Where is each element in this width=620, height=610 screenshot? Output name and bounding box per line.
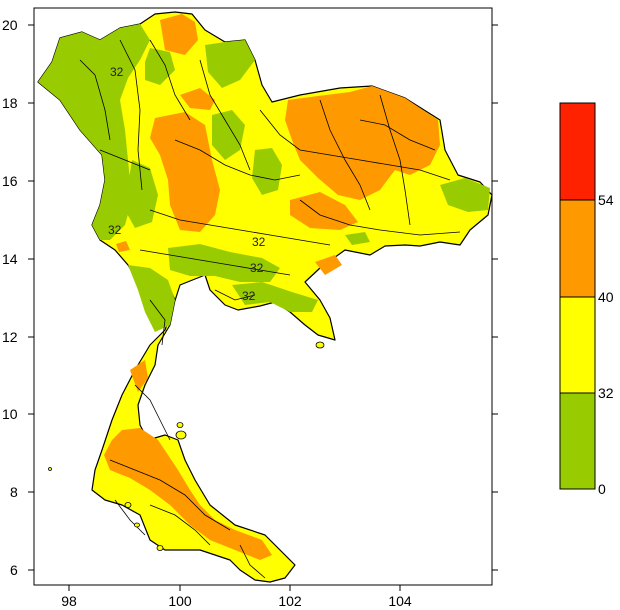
zone-green-center bbox=[252, 148, 282, 195]
zone-green-west-lower bbox=[128, 265, 175, 332]
legend-colorbar bbox=[559, 102, 596, 490]
zone-green-north-upper bbox=[145, 48, 175, 85]
legend-swatch-orange bbox=[559, 199, 596, 298]
legend-label: 32 bbox=[598, 385, 614, 401]
legend-label: 40 bbox=[598, 289, 614, 305]
legend-labels: 54 40 32 0 bbox=[598, 192, 614, 497]
x-tick-label: 98 bbox=[61, 593, 77, 609]
y-tick-label: 20 bbox=[2, 17, 18, 33]
zone-orange-northeast-lower bbox=[290, 192, 358, 230]
y-tick-label: 16 bbox=[2, 173, 18, 189]
y-axis-labels: 20 18 16 14 12 10 8 6 bbox=[2, 17, 18, 578]
x-tick-label: 104 bbox=[388, 593, 412, 609]
zone-green-northwest bbox=[38, 24, 150, 240]
contour-label: 32 bbox=[108, 223, 122, 237]
y-tick-label: 8 bbox=[10, 484, 18, 500]
legend-label: 0 bbox=[598, 481, 606, 497]
zone-green-west-mid bbox=[125, 160, 158, 228]
legend-swatch-red bbox=[559, 102, 596, 201]
contour-label: 32 bbox=[110, 65, 124, 79]
contour-label: 32 bbox=[250, 261, 264, 275]
x-axis-labels: 98 100 102 104 bbox=[61, 593, 412, 609]
contour-label: 32 bbox=[242, 289, 256, 303]
y-tick-label: 18 bbox=[2, 95, 18, 111]
zone-green-north-center bbox=[205, 40, 255, 88]
zone-orange-north bbox=[160, 14, 198, 55]
zone-green-east-small bbox=[345, 232, 370, 245]
x-tick-label: 102 bbox=[278, 593, 302, 609]
zone-orange-east-small bbox=[315, 255, 342, 275]
zone-orange-south-peninsula bbox=[104, 428, 272, 560]
y-tick-label: 14 bbox=[2, 251, 18, 267]
legend-label: 54 bbox=[598, 192, 614, 208]
zone-green-central-plain bbox=[168, 244, 280, 282]
axis-ticks bbox=[28, 24, 498, 591]
y-tick-label: 10 bbox=[2, 406, 18, 422]
zone-orange-spot bbox=[116, 241, 130, 252]
zone-green-center-north bbox=[212, 110, 245, 160]
x-tick-label: 100 bbox=[168, 593, 192, 609]
contour-labels: 32 32 32 32 32 bbox=[108, 65, 266, 303]
zone-orange-northeast bbox=[285, 86, 440, 200]
legend-swatch-yellow bbox=[559, 296, 596, 394]
province-borders bbox=[79, 39, 461, 579]
zone-green-east-coast bbox=[232, 282, 318, 312]
legend-swatch-green bbox=[559, 392, 596, 490]
country-map bbox=[37, 11, 493, 583]
zone-orange-west-coast bbox=[130, 360, 148, 392]
y-tick-label: 6 bbox=[10, 562, 18, 578]
zone-orange-center-west bbox=[150, 112, 220, 232]
zone-orange-north-mid bbox=[180, 88, 215, 110]
y-tick-label: 12 bbox=[2, 329, 18, 345]
islands bbox=[48, 341, 325, 551]
contour-label: 32 bbox=[252, 235, 266, 249]
zone-green-east-edge bbox=[440, 178, 490, 212]
